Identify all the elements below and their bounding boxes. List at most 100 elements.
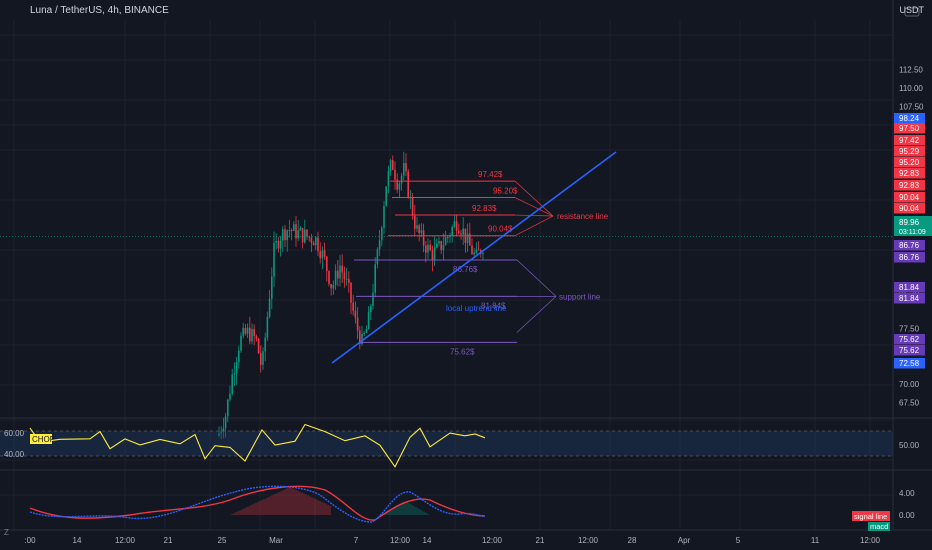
time-tick: Mar: [269, 536, 283, 545]
candle-body: [315, 237, 317, 246]
chop-line: [29, 423, 486, 468]
svg-text:90.04: 90.04: [899, 193, 920, 202]
candle-body: [387, 171, 390, 187]
time-axis[interactable]: :00 14 12:00 21 25 Mar 7 12:00 14 12:00 21 12:00 28 A…: [24, 536, 880, 545]
price-tag: 86.76: [894, 252, 925, 263]
candle-body: [271, 276, 273, 299]
candle-body: [282, 229, 284, 241]
candle-body: [444, 237, 447, 246]
current-price-tag: 89.96 03:11:09: [894, 216, 932, 236]
candle-body: [453, 221, 456, 227]
price-tag: 98.24: [894, 113, 925, 124]
eye-icon[interactable]: [904, 7, 920, 17]
price-tag: 75.62: [894, 334, 925, 345]
currency-label: USDT: [899, 5, 925, 15]
candle-body: [471, 245, 473, 255]
candle-body: [328, 271, 330, 285]
price-tag: 72.58: [894, 358, 925, 369]
candle-body: [420, 230, 423, 234]
resistance-pointer: [514, 215, 554, 237]
candle-body: [356, 317, 359, 331]
candle-body: [394, 169, 396, 180]
candle-body: [367, 312, 370, 330]
candle-body: [306, 229, 308, 237]
candle-body: [418, 225, 420, 234]
resistance-line-label: resistance line: [557, 212, 609, 221]
candle-body: [348, 278, 350, 283]
candle-body: [477, 249, 480, 251]
candle-body: [429, 244, 431, 251]
chop-indicator[interactable]: CHOP 60.00 40.00 50.00: [0, 423, 920, 468]
candle-body: [304, 229, 306, 243]
price-axis[interactable]: 112.50110.00107.50105.0082.5077.5070.006…: [894, 66, 932, 408]
candle-body: [359, 330, 361, 345]
candle-body: [403, 163, 405, 176]
resistance-pointer: [514, 197, 554, 217]
candle-body: [462, 228, 464, 235]
candle-body: [218, 433, 220, 436]
timezone-marker[interactable]: Z: [4, 528, 9, 537]
candle-body: [466, 233, 469, 243]
resistance-level-label: 92.83$: [472, 204, 497, 213]
candle-body: [436, 243, 438, 248]
svg-text:macd: macd: [870, 522, 888, 531]
grid: [0, 20, 893, 530]
resistance-level-label: 95.20$: [493, 187, 518, 196]
candle-body: [381, 227, 383, 241]
candle-body: [414, 215, 416, 229]
resistance-level-label: 97.42$: [478, 170, 503, 179]
candle-body: [293, 224, 295, 231]
candle-body: [455, 221, 458, 231]
symbol-title[interactable]: Luna / TetherUS, 4h, BINANCE: [30, 5, 169, 16]
candle-body: [398, 183, 401, 190]
price-tag: 97.42: [894, 135, 925, 146]
candle-body: [433, 247, 436, 261]
svg-text:72.58: 72.58: [899, 359, 920, 368]
candle-body: [273, 242, 275, 277]
candle-body: [334, 270, 337, 285]
price-tick: 107.50: [899, 103, 924, 112]
candle-body: [405, 163, 407, 172]
candle-body: [422, 230, 425, 246]
time-tick: 11: [811, 536, 820, 545]
time-tick: 12:00: [860, 536, 881, 545]
time-tick: 21: [536, 536, 545, 545]
candle-body: [469, 233, 471, 246]
candles[interactable]: [218, 151, 484, 440]
support-line-label: support line: [559, 292, 601, 301]
price-tag: 95.29: [894, 146, 925, 157]
candle-body: [286, 230, 288, 241]
signal-line-badge: signal line: [852, 511, 890, 521]
candle-body: [458, 230, 460, 234]
drawings[interactable]: 97.42$ 95.20$ 92.83$ 90.04$ resistance line 8…: [331, 151, 617, 364]
svg-text:92.83: 92.83: [899, 181, 920, 190]
chop-axis-value: 50.00: [899, 441, 920, 450]
candle-body: [310, 237, 313, 243]
candle-body: [330, 284, 332, 289]
chop-tick: 60.00: [4, 429, 25, 438]
price-tick: 112.50: [899, 66, 923, 75]
svg-text:03:11:09: 03:11:09: [899, 229, 926, 236]
candle-body: [425, 245, 427, 253]
price-tag: 95.20: [894, 157, 925, 168]
candle-body: [301, 228, 304, 243]
candle-body: [229, 393, 231, 400]
candle-body: [372, 292, 374, 307]
resistance-pointer: [514, 214, 554, 217]
svg-text:signal line: signal line: [854, 512, 887, 521]
candle-body: [438, 241, 440, 244]
price-tick: 70.00: [899, 380, 920, 389]
candle-body: [354, 310, 357, 318]
candle-body: [451, 226, 453, 236]
candle-body: [224, 416, 227, 429]
svg-text:90.04: 90.04: [899, 204, 920, 213]
svg-text:92.83: 92.83: [899, 169, 920, 178]
candle-body: [370, 306, 372, 313]
support-level-label: 75.62$: [450, 347, 475, 356]
time-tick: :00: [24, 536, 36, 545]
candle-body: [312, 242, 315, 246]
candle-body: [389, 160, 392, 172]
candle-body: [235, 362, 238, 374]
